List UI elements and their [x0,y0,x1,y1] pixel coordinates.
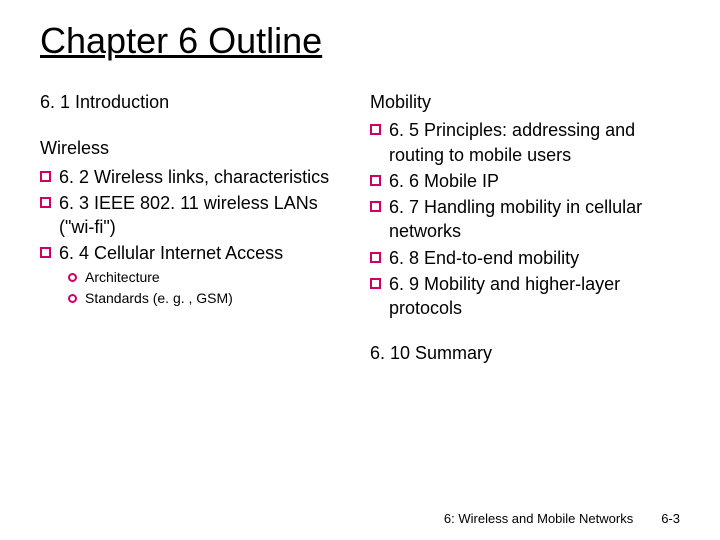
summary-heading: 6. 10 Summary [370,341,680,365]
slide-title: Chapter 6 Outline [40,20,680,62]
left-column: 6. 1 Introduction Wireless 6. 2 Wireless… [40,90,350,369]
sub-list-item: Standards (e. g. , GSM) [68,289,350,308]
item-text: 6. 9 Mobility and higher-layer protocols [389,272,680,321]
item-text: 6. 5 Principles: addressing and routing … [389,118,680,167]
intro-heading: 6. 1 Introduction [40,90,350,114]
list-item: 6. 9 Mobility and higher-layer protocols [370,272,680,321]
square-bullet-icon [370,124,381,135]
footer-text: 6: Wireless and Mobile Networks [444,511,633,526]
square-bullet-icon [370,252,381,263]
square-bullet-icon [370,278,381,289]
square-bullet-icon [40,197,51,208]
item-text: 6. 4 Cellular Internet Access [59,241,283,265]
list-item: 6. 7 Handling mobility in cellular netwo… [370,195,680,244]
spacer [40,118,350,136]
circle-bullet-icon [68,273,77,282]
list-item: 6. 5 Principles: addressing and routing … [370,118,680,167]
subitem-text: Architecture [85,268,160,287]
columns: 6. 1 Introduction Wireless 6. 2 Wireless… [40,90,680,369]
wireless-heading: Wireless [40,136,350,160]
page-number: 6-3 [661,511,680,526]
circle-bullet-icon [68,294,77,303]
sub-list-item: Architecture [68,268,350,287]
square-bullet-icon [370,175,381,186]
square-bullet-icon [370,201,381,212]
list-item: 6. 2 Wireless links, characteristics [40,165,350,189]
list-item: 6. 3 IEEE 802. 11 wireless LANs ("wi-fi"… [40,191,350,240]
slide-footer: 6: Wireless and Mobile Networks 6-3 [444,511,680,526]
item-text: 6. 8 End-to-end mobility [389,246,579,270]
item-text: 6. 6 Mobile IP [389,169,499,193]
mobility-heading: Mobility [370,90,680,114]
square-bullet-icon [40,247,51,258]
square-bullet-icon [40,171,51,182]
list-item: 6. 8 End-to-end mobility [370,246,680,270]
item-text: 6. 7 Handling mobility in cellular netwo… [389,195,680,244]
item-text: 6. 2 Wireless links, characteristics [59,165,329,189]
spacer [370,323,680,341]
subitem-text: Standards (e. g. , GSM) [85,289,233,308]
right-column: Mobility 6. 5 Principles: addressing and… [370,90,680,369]
slide-container: Chapter 6 Outline 6. 1 Introduction Wire… [0,0,720,540]
list-item: 6. 4 Cellular Internet Access [40,241,350,265]
list-item: 6. 6 Mobile IP [370,169,680,193]
item-text: 6. 3 IEEE 802. 11 wireless LANs ("wi-fi"… [59,191,350,240]
